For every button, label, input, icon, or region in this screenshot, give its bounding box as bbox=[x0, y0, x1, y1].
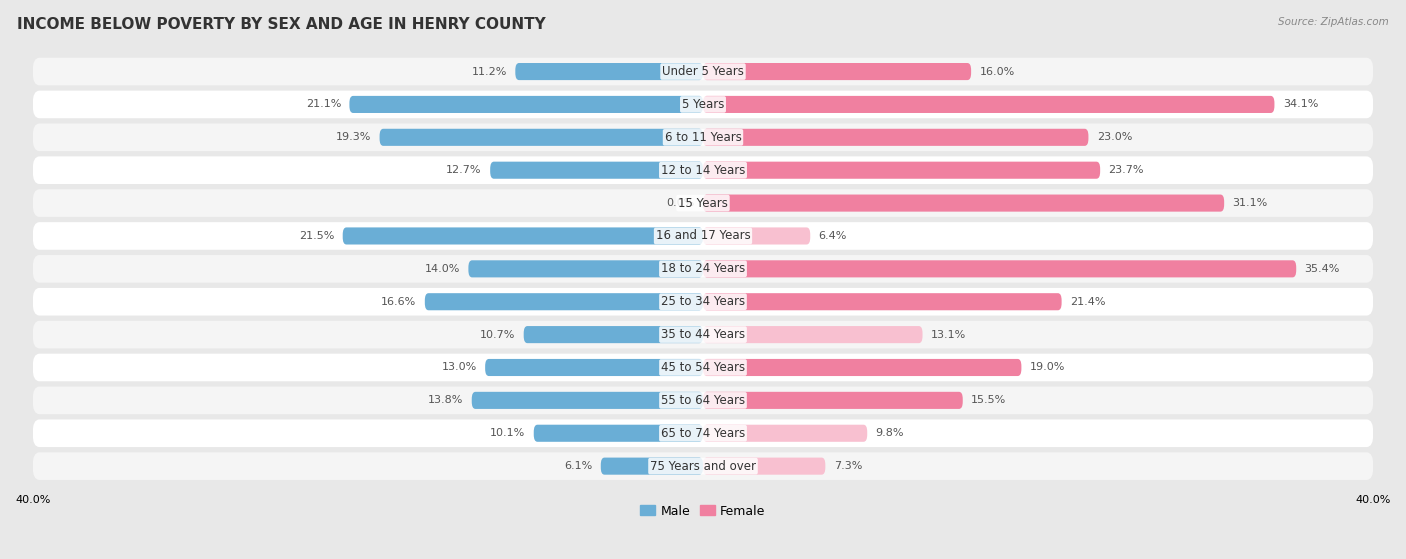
FancyBboxPatch shape bbox=[32, 387, 1374, 414]
FancyBboxPatch shape bbox=[703, 293, 1062, 310]
Text: Under 5 Years: Under 5 Years bbox=[662, 65, 744, 78]
Text: 16 and 17 Years: 16 and 17 Years bbox=[655, 229, 751, 243]
FancyBboxPatch shape bbox=[703, 260, 1296, 277]
Text: 35 to 44 Years: 35 to 44 Years bbox=[661, 328, 745, 341]
Text: 10.1%: 10.1% bbox=[491, 428, 526, 438]
FancyBboxPatch shape bbox=[468, 260, 703, 277]
Text: 13.0%: 13.0% bbox=[441, 362, 477, 372]
FancyBboxPatch shape bbox=[32, 58, 1374, 86]
FancyBboxPatch shape bbox=[380, 129, 703, 146]
FancyBboxPatch shape bbox=[703, 228, 810, 244]
FancyBboxPatch shape bbox=[534, 425, 703, 442]
FancyBboxPatch shape bbox=[32, 321, 1374, 348]
Text: 16.6%: 16.6% bbox=[381, 297, 416, 307]
Text: 65 to 74 Years: 65 to 74 Years bbox=[661, 427, 745, 440]
FancyBboxPatch shape bbox=[32, 190, 1374, 217]
Text: 6.4%: 6.4% bbox=[818, 231, 846, 241]
FancyBboxPatch shape bbox=[703, 96, 1274, 113]
FancyBboxPatch shape bbox=[32, 91, 1374, 119]
FancyBboxPatch shape bbox=[703, 359, 1021, 376]
Text: 12.7%: 12.7% bbox=[446, 165, 482, 175]
FancyBboxPatch shape bbox=[32, 222, 1374, 250]
FancyBboxPatch shape bbox=[350, 96, 703, 113]
Text: 34.1%: 34.1% bbox=[1282, 100, 1319, 110]
Text: 5 Years: 5 Years bbox=[682, 98, 724, 111]
FancyBboxPatch shape bbox=[472, 392, 703, 409]
Text: 9.8%: 9.8% bbox=[876, 428, 904, 438]
FancyBboxPatch shape bbox=[516, 63, 703, 80]
Text: 75 Years and over: 75 Years and over bbox=[650, 459, 756, 472]
Text: 0.0%: 0.0% bbox=[666, 198, 695, 208]
Text: 55 to 64 Years: 55 to 64 Years bbox=[661, 394, 745, 407]
Text: 15 Years: 15 Years bbox=[678, 197, 728, 210]
FancyBboxPatch shape bbox=[425, 293, 703, 310]
Text: 11.2%: 11.2% bbox=[471, 67, 508, 77]
Text: 35.4%: 35.4% bbox=[1305, 264, 1340, 274]
Text: 19.3%: 19.3% bbox=[336, 132, 371, 143]
Text: 13.1%: 13.1% bbox=[931, 330, 966, 340]
Text: 19.0%: 19.0% bbox=[1029, 362, 1066, 372]
Text: 7.3%: 7.3% bbox=[834, 461, 862, 471]
FancyBboxPatch shape bbox=[703, 162, 1099, 179]
Legend: Male, Female: Male, Female bbox=[636, 500, 770, 523]
Text: 25 to 34 Years: 25 to 34 Years bbox=[661, 295, 745, 308]
FancyBboxPatch shape bbox=[703, 63, 972, 80]
Text: 10.7%: 10.7% bbox=[479, 330, 516, 340]
FancyBboxPatch shape bbox=[491, 162, 703, 179]
Text: 23.0%: 23.0% bbox=[1097, 132, 1132, 143]
FancyBboxPatch shape bbox=[32, 157, 1374, 184]
FancyBboxPatch shape bbox=[703, 392, 963, 409]
FancyBboxPatch shape bbox=[703, 195, 1225, 212]
Text: 45 to 54 Years: 45 to 54 Years bbox=[661, 361, 745, 374]
FancyBboxPatch shape bbox=[32, 419, 1374, 447]
FancyBboxPatch shape bbox=[703, 458, 825, 475]
FancyBboxPatch shape bbox=[703, 129, 1088, 146]
Text: 18 to 24 Years: 18 to 24 Years bbox=[661, 262, 745, 276]
FancyBboxPatch shape bbox=[32, 288, 1374, 315]
FancyBboxPatch shape bbox=[343, 228, 703, 244]
FancyBboxPatch shape bbox=[32, 255, 1374, 283]
FancyBboxPatch shape bbox=[703, 425, 868, 442]
FancyBboxPatch shape bbox=[32, 124, 1374, 151]
Text: 12 to 14 Years: 12 to 14 Years bbox=[661, 164, 745, 177]
FancyBboxPatch shape bbox=[32, 452, 1374, 480]
Text: 6 to 11 Years: 6 to 11 Years bbox=[665, 131, 741, 144]
Text: 21.5%: 21.5% bbox=[299, 231, 335, 241]
Text: INCOME BELOW POVERTY BY SEX AND AGE IN HENRY COUNTY: INCOME BELOW POVERTY BY SEX AND AGE IN H… bbox=[17, 17, 546, 32]
Text: 21.1%: 21.1% bbox=[305, 100, 342, 110]
Text: 21.4%: 21.4% bbox=[1070, 297, 1105, 307]
FancyBboxPatch shape bbox=[32, 354, 1374, 381]
FancyBboxPatch shape bbox=[600, 458, 703, 475]
Text: Source: ZipAtlas.com: Source: ZipAtlas.com bbox=[1278, 17, 1389, 27]
Text: 23.7%: 23.7% bbox=[1108, 165, 1144, 175]
FancyBboxPatch shape bbox=[523, 326, 703, 343]
Text: 6.1%: 6.1% bbox=[564, 461, 592, 471]
Text: 15.5%: 15.5% bbox=[972, 395, 1007, 405]
FancyBboxPatch shape bbox=[703, 326, 922, 343]
Text: 31.1%: 31.1% bbox=[1233, 198, 1268, 208]
FancyBboxPatch shape bbox=[485, 359, 703, 376]
Text: 14.0%: 14.0% bbox=[425, 264, 460, 274]
Text: 16.0%: 16.0% bbox=[980, 67, 1015, 77]
Text: 13.8%: 13.8% bbox=[427, 395, 464, 405]
